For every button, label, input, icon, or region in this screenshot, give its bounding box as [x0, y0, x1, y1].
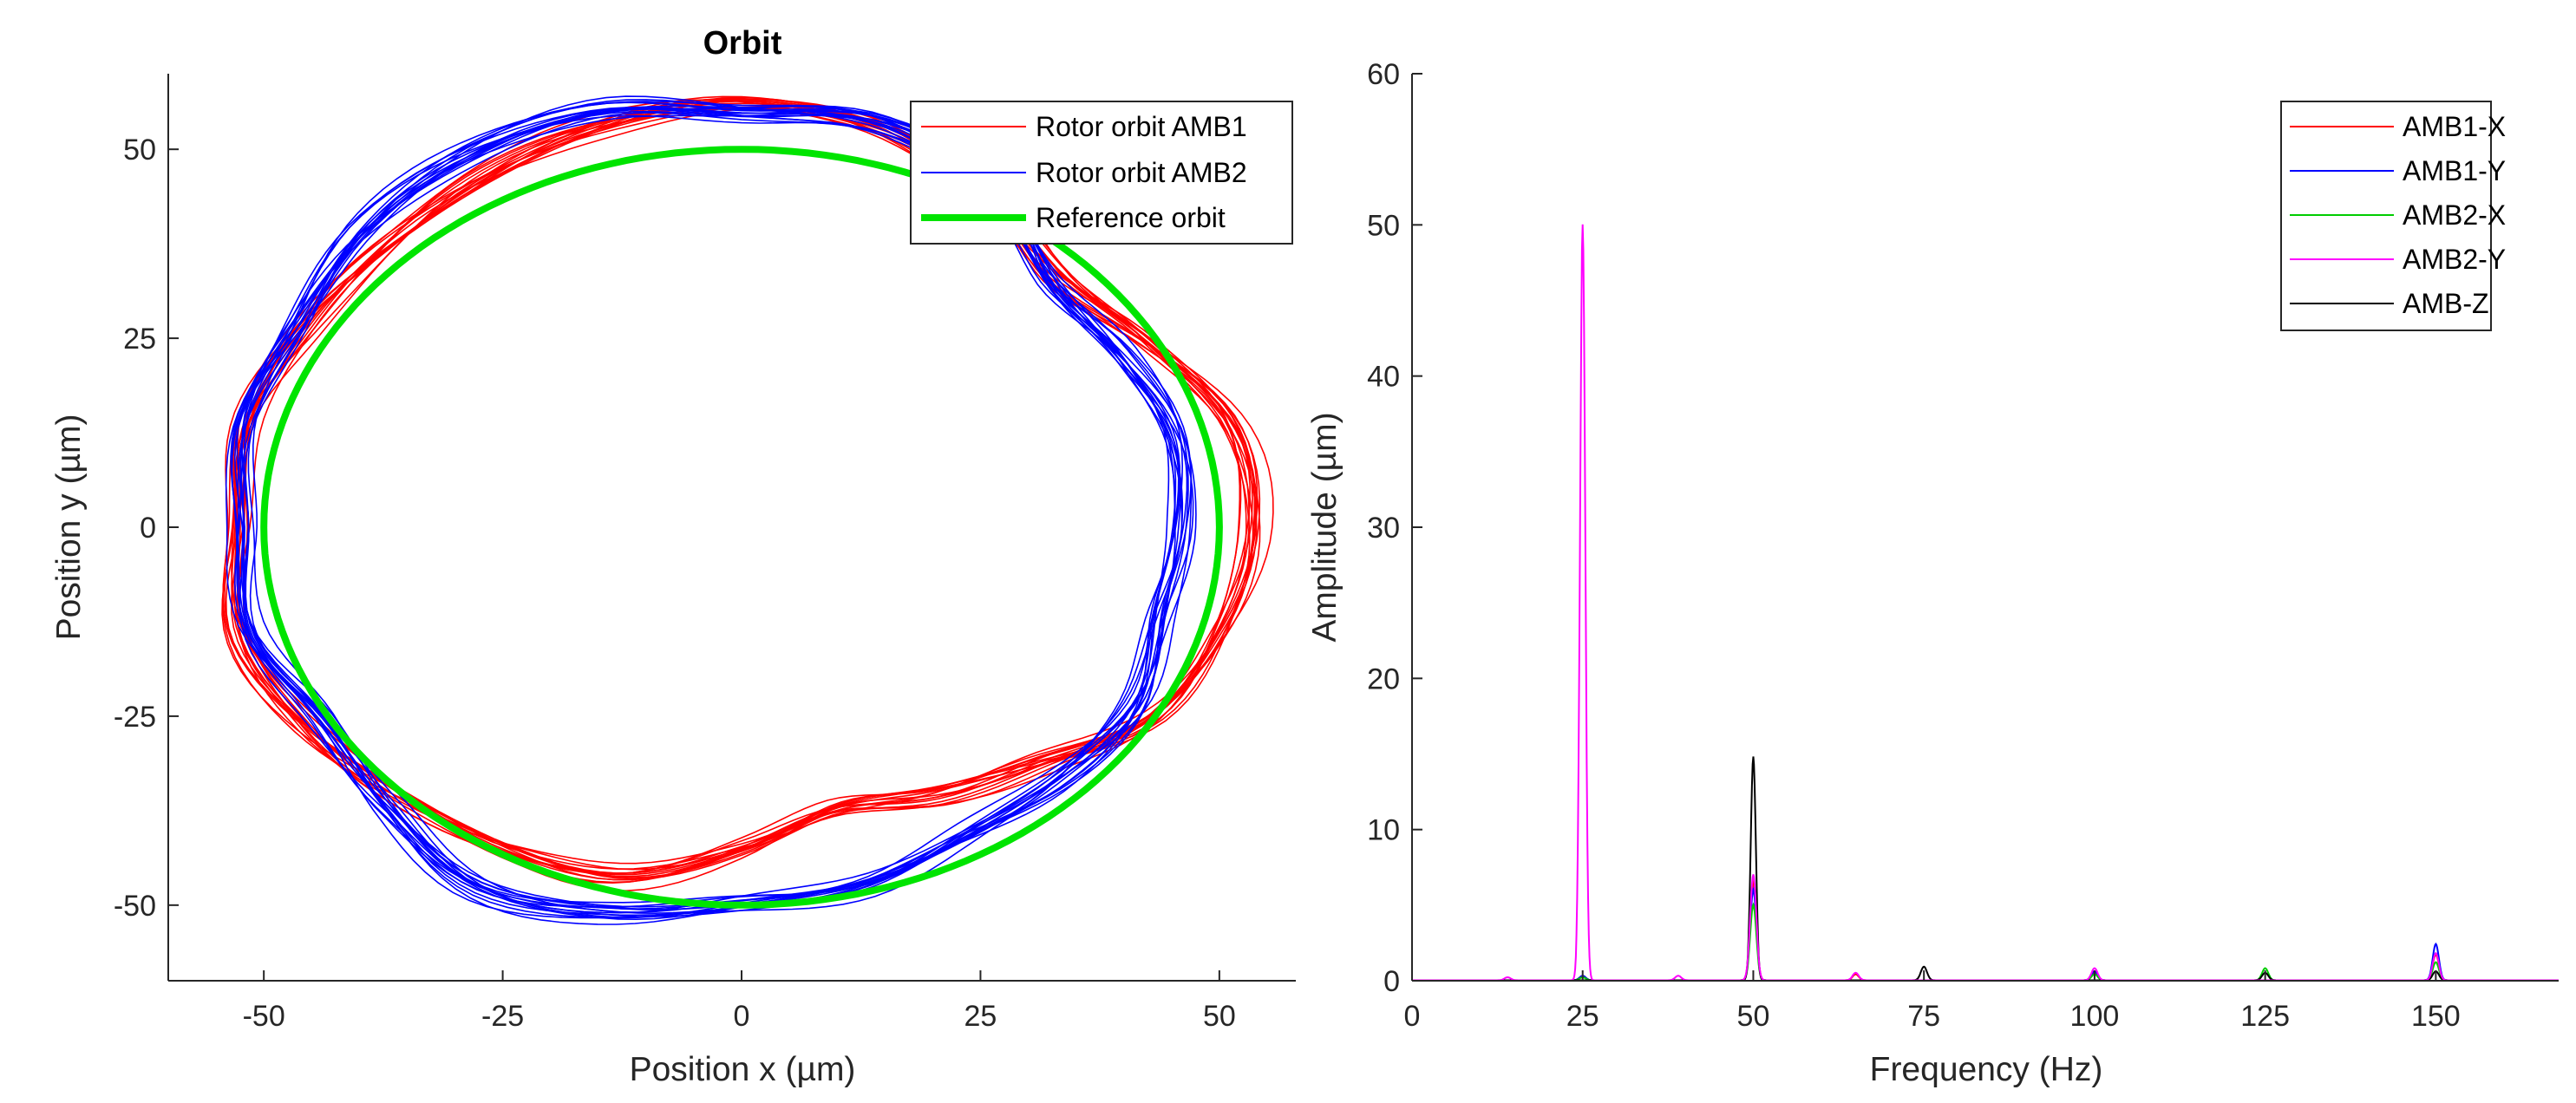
spectrum-line-amb2-y — [1412, 224, 2559, 982]
spectrum-plot-area — [1412, 224, 2559, 982]
spectrum-line-amb1-y — [1412, 886, 2559, 982]
spectrum-x-ticks: 0 25 50 75 100 125 150 — [1404, 970, 2461, 1033]
spectrum-line-amb2-x — [1412, 902, 2559, 982]
spectrum-x-tick-label: 50 — [1737, 1000, 1770, 1033]
legend-label-amb2-x: AMB2-X — [2403, 199, 2506, 231]
spectrum-x-tick-label: 25 — [1566, 1000, 1599, 1033]
spectrum-y-tick-label: 10 — [1367, 814, 1400, 847]
spectrum-chart: 0 25 50 75 100 125 150 0 10 20 30 40 50 60 Frequency… — [1306, 58, 2559, 1088]
orbit-x-tick-label: 50 — [1203, 1000, 1236, 1033]
spectrum-y-tick-label: 60 — [1367, 58, 1400, 91]
legend-label-amb1-y: AMB1-Y — [2403, 155, 2506, 186]
legend-label-amb2-y: AMB2-Y — [2403, 244, 2506, 275]
spectrum-y-tick-label: 20 — [1367, 662, 1400, 695]
orbit-y-tick-label: -25 — [114, 701, 156, 734]
legend-label-amb-z: AMB-Z — [2403, 288, 2489, 319]
spectrum-x-axis-label: Frequency (Hz) — [1870, 1051, 2103, 1088]
orbit-y-tick-label: 0 — [140, 512, 156, 545]
orbit-x-ticks: -50 -25 0 25 50 — [243, 970, 1236, 1033]
spectrum-y-tick-label: 40 — [1367, 361, 1400, 394]
legend-label-rotor-orbit-amb1: Rotor orbit AMB1 — [1036, 111, 1247, 142]
orbit-x-tick-label: -50 — [243, 1000, 285, 1033]
orbit-y-tick-label: -50 — [114, 890, 156, 923]
spectrum-y-tick-label: 30 — [1367, 512, 1400, 545]
spectrum-line-amb1-x — [1412, 878, 2559, 982]
orbit-chart-title: Orbit — [703, 25, 782, 62]
orbit-y-axis-label: Position y (µm) — [50, 414, 88, 641]
spectrum-x-tick-label: 75 — [1907, 1000, 1940, 1033]
orbit-y-tick-label: 25 — [123, 323, 156, 356]
spectrum-x-tick-label: 100 — [2070, 1000, 2120, 1033]
spectrum-line-amb-z — [1412, 756, 2559, 982]
legend-label-reference-orbit: Reference orbit — [1036, 202, 1226, 233]
orbit-x-axis-label: Position x (µm) — [630, 1051, 856, 1088]
orbit-y-ticks: -50 -25 0 25 50 — [114, 134, 179, 923]
spectrum-x-tick-label: 0 — [1404, 1000, 1421, 1033]
spectrum-y-tick-label: 0 — [1383, 965, 1400, 998]
orbit-chart: Orbit -50 -25 0 25 50 -50 -25 0 25 50 Position x… — [50, 25, 1296, 1088]
spectrum-legend: AMB1-X AMB1-Y AMB2-X AMB2-Y AMB-Z — [2280, 101, 2506, 331]
legend-label-rotor-orbit-amb2: Rotor orbit AMB2 — [1036, 157, 1247, 188]
spectrum-y-tick-label: 50 — [1367, 209, 1400, 242]
orbit-trace-reference-orbit — [260, 146, 1223, 909]
legend-label-amb1-x: AMB1-X — [2403, 111, 2506, 142]
spectrum-y-ticks: 0 10 20 30 40 50 60 — [1367, 58, 1422, 998]
spectrum-x-tick-label: 150 — [2411, 1000, 2461, 1033]
orbit-y-tick-label: 50 — [123, 134, 156, 166]
orbit-legend: Rotor orbit AMB1 Rotor orbit AMB2 Refere… — [910, 101, 1293, 245]
spectrum-x-tick-label: 125 — [2240, 1000, 2290, 1033]
orbit-x-tick-label: 0 — [734, 1000, 750, 1033]
orbit-x-tick-label: -25 — [481, 1000, 524, 1033]
orbit-x-tick-label: 25 — [964, 1000, 997, 1033]
spectrum-y-axis-label: Amplitude (µm) — [1306, 412, 1344, 642]
